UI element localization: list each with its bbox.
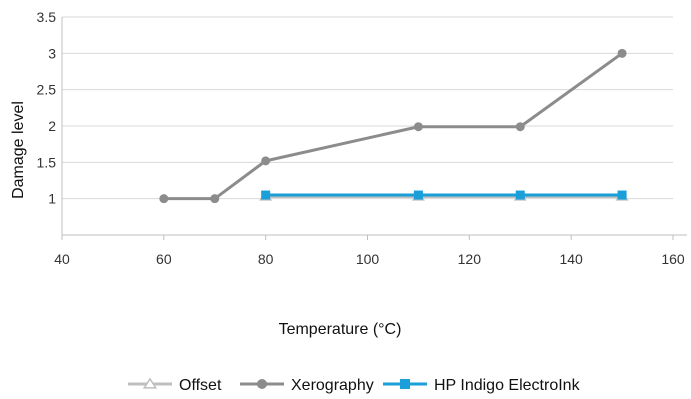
legend-item-1: Xerography	[240, 377, 374, 394]
x-tick-label: 100	[356, 251, 380, 267]
y-tick-label: 2	[48, 118, 56, 134]
legend-item-2: HP Indigo ElectroInk	[383, 377, 581, 394]
data-point	[515, 122, 525, 132]
legend-item-0: Offset	[128, 377, 222, 394]
x-tick-label: 140	[559, 251, 583, 267]
x-axis-title: Temperature (°C)	[279, 321, 402, 338]
data-point	[413, 190, 423, 200]
y-tick-label: 1.5	[37, 154, 57, 170]
data-point	[515, 190, 525, 200]
y-tick-label: 3	[48, 45, 56, 61]
data-point	[210, 194, 220, 204]
x-tick-label: 60	[156, 251, 172, 267]
data-point	[617, 190, 627, 200]
tick-labels: 1 1.5 2 2.5 3 3.5 40 60 80 100 120 140 160	[37, 9, 685, 267]
legend-label: HP Indigo ElectroInk	[434, 377, 581, 394]
x-tick-label: 40	[54, 251, 70, 267]
data-point	[261, 156, 271, 166]
legend-marker	[257, 379, 267, 389]
grid	[62, 16, 673, 200]
legend-marker	[142, 377, 158, 389]
series-line	[163, 52, 623, 201]
y-tick-label: 2.5	[37, 82, 57, 98]
x-tick-label: 80	[258, 251, 274, 267]
legend: Offset Xerography HP Indigo ElectroInk	[128, 377, 581, 394]
y-axis-title: Damage level	[10, 101, 27, 199]
axes	[61, 17, 687, 240]
legend-marker	[400, 379, 410, 389]
data-point	[159, 194, 169, 204]
x-tick-label: 120	[458, 251, 482, 267]
data-point	[261, 190, 271, 200]
x-tick-label: 160	[661, 251, 685, 267]
legend-label: Offset	[179, 377, 222, 394]
data-point	[617, 48, 627, 58]
series-1	[159, 48, 627, 204]
series-2	[261, 190, 627, 200]
series-group	[159, 48, 629, 204]
y-tick-label: 1	[48, 191, 56, 207]
legend-label: Xerography	[291, 377, 374, 394]
y-tick-label: 3.5	[37, 9, 57, 25]
data-point	[413, 122, 423, 132]
